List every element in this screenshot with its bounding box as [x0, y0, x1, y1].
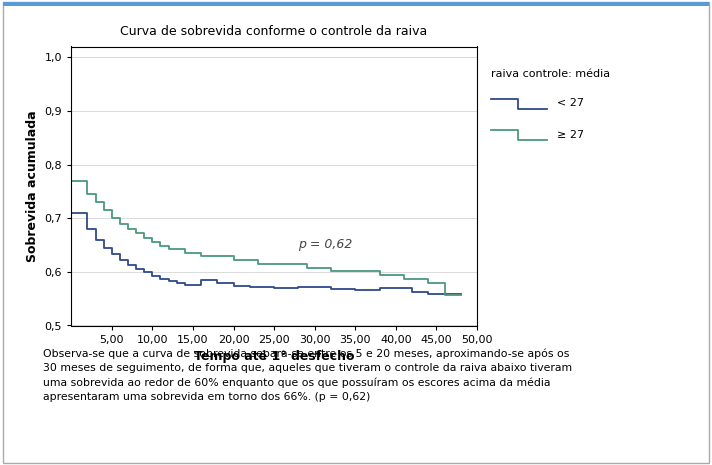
Text: < 27: < 27 — [557, 98, 585, 108]
Title: Curva de sobrevida conforme o controle da raiva: Curva de sobrevida conforme o controle d… — [120, 26, 428, 39]
X-axis label: Tempo até 1° desfecho: Tempo até 1° desfecho — [194, 350, 355, 363]
Text: ≥ 27: ≥ 27 — [557, 130, 585, 140]
Text: raiva controle: média: raiva controle: média — [491, 69, 610, 80]
Y-axis label: Sobrevida acumulada: Sobrevida acumulada — [26, 110, 39, 262]
Text: p = 0,62: p = 0,62 — [298, 238, 353, 251]
Text: Observa-se que a curva de sobrevida separa-se entre os 5 e 20 meses, aproximando: Observa-se que a curva de sobrevida sepa… — [43, 349, 572, 402]
